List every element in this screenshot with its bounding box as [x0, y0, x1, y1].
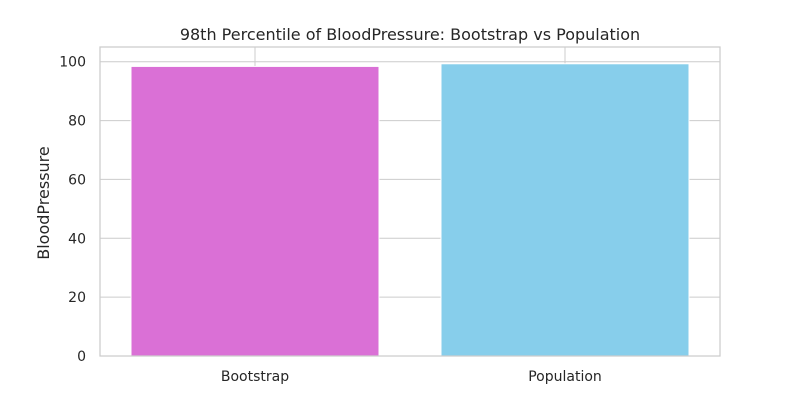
y-tick-labels: 0 20 40 60 80 100	[59, 55, 86, 365]
bar-bootstrap	[130, 65, 380, 357]
y-axis-label: BloodPressure	[34, 146, 53, 259]
x-tick-label: Population	[528, 369, 602, 385]
y-tick-label: 60	[68, 172, 86, 188]
chart-title: 98th Percentile of BloodPressure: Bootst…	[180, 25, 640, 44]
y-tick-label: 80	[68, 114, 86, 130]
y-tick-label: 20	[68, 290, 86, 306]
y-tick-label: 40	[68, 231, 86, 247]
x-tick-labels: Bootstrap Population	[221, 369, 602, 385]
y-tick-label: 100	[59, 55, 86, 71]
bars	[130, 63, 690, 357]
plot-frame	[99, 46, 721, 357]
bar-population	[440, 63, 690, 357]
x-tick-label: Bootstrap	[221, 369, 289, 385]
y-tick-label: 0	[77, 349, 86, 365]
